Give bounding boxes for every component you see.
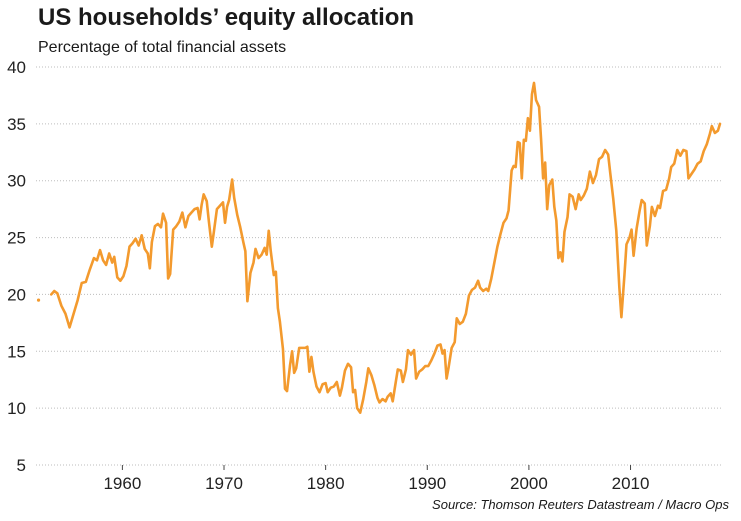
x-tick-label: 1970 (205, 474, 243, 493)
x-tick-label: 2010 (612, 474, 650, 493)
y-tick-label: 35 (7, 115, 26, 134)
x-tick-label: 1980 (307, 474, 345, 493)
grid-lines (36, 66, 722, 466)
y-tick-label: 25 (7, 229, 26, 248)
y-tick-label: 10 (7, 399, 26, 418)
x-axis-ticks: 1960 1970 1980 1990 2000 2010 (103, 465, 649, 493)
y-tick-label: 5 (17, 456, 26, 475)
y-tick-label: 40 (7, 58, 26, 77)
series-layer (36, 81, 722, 414)
y-tick-label: 30 (7, 172, 26, 191)
series-line-0 (49, 81, 722, 414)
y-tick-label: 15 (7, 342, 26, 361)
source-note: Source: Thomson Reuters Datastream / Mac… (432, 497, 729, 512)
chart-title: US households’ equity allocation (38, 4, 415, 31)
x-tick-label: 1960 (103, 474, 141, 493)
y-axis-ticks: 5 10 15 20 25 30 35 40 (7, 58, 26, 475)
x-tick-label: 1990 (408, 474, 446, 493)
x-tick-label: 2000 (510, 474, 548, 493)
chart-subtitle: Percentage of total financial assets (38, 39, 287, 56)
series-start-point (36, 298, 41, 302)
y-tick-label: 20 (7, 285, 26, 304)
